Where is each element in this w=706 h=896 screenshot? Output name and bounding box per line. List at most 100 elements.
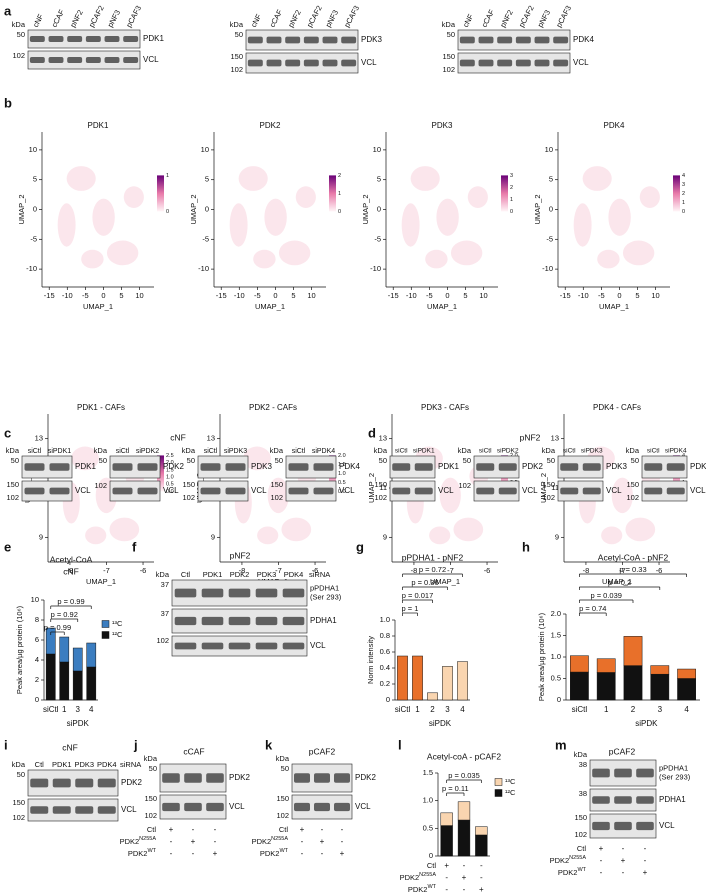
blot-panel xyxy=(457,29,571,51)
kda-label: kDa xyxy=(230,20,244,29)
kda-marker: 38 xyxy=(579,789,587,798)
band xyxy=(313,487,334,495)
band-label: PDK2 xyxy=(522,462,543,471)
bar xyxy=(427,692,438,701)
band-label: PDK2 xyxy=(121,778,142,787)
bar xyxy=(677,678,696,701)
band-label: PDK2 xyxy=(163,462,184,471)
lane-label: siCtl xyxy=(28,448,42,455)
x-axis-label: UMAP_1 xyxy=(430,577,460,586)
bar xyxy=(623,665,643,701)
x-tick-label: 5 xyxy=(291,291,295,300)
plot-title: PDK2 - CAFs xyxy=(249,403,297,412)
cell-cluster xyxy=(611,477,633,514)
y-tick-label: 10 xyxy=(545,145,553,154)
band xyxy=(560,463,579,471)
colorbar-label: 4 xyxy=(682,173,685,179)
colorbar-label: 1.5 xyxy=(166,467,174,473)
condition-mark: - xyxy=(214,825,217,834)
blot-panel xyxy=(27,798,119,822)
kda-marker: 102 xyxy=(182,493,195,502)
x-tick-label: 10 xyxy=(479,291,487,300)
kda-marker: 102 xyxy=(270,493,283,502)
band-label: VCL xyxy=(163,486,179,495)
band-label: VCL xyxy=(522,486,538,495)
y-axis-label: Peak area/µg protein (10⁶) xyxy=(15,605,24,694)
legend-label: ¹³C xyxy=(505,777,516,786)
kda-marker: 50 xyxy=(17,770,25,779)
kda-marker: 102 xyxy=(6,493,19,502)
band-label: PDK4 xyxy=(573,35,594,44)
colorbar xyxy=(157,455,164,492)
y-tick-label: 8 xyxy=(35,615,39,624)
y-tick-label: 1.0 xyxy=(380,615,390,624)
lane-label: cNF xyxy=(249,12,264,29)
x-tick-label: -5 xyxy=(254,291,261,300)
condition-mark: + xyxy=(169,825,174,834)
colorbar-label: 1 xyxy=(166,173,169,179)
condition-mark: - xyxy=(321,825,324,834)
x-axis-label: siPDK xyxy=(67,719,90,728)
bar xyxy=(623,636,643,666)
kda-marker: 50 xyxy=(99,456,107,465)
bar xyxy=(650,673,670,701)
band xyxy=(200,487,221,495)
band xyxy=(266,59,282,67)
condition-label: Ctl xyxy=(147,825,157,834)
bar xyxy=(45,653,56,701)
band xyxy=(137,487,158,495)
band xyxy=(314,773,330,783)
blot-panel xyxy=(21,480,73,502)
kda-label: kDa xyxy=(542,446,556,455)
condition-mark: - xyxy=(600,868,603,877)
y-tick-label: 0 xyxy=(549,204,553,213)
lane-label: pNF2 xyxy=(68,8,85,28)
x-tick-label: -10 xyxy=(578,291,589,300)
kda-label: kDa xyxy=(270,446,284,455)
bar xyxy=(475,826,488,836)
condition-name: PDK2 xyxy=(120,837,140,846)
blot-panel xyxy=(557,455,604,479)
kda-marker: 102 xyxy=(374,493,387,502)
band xyxy=(534,59,550,67)
band-label: PDK2 xyxy=(229,773,250,782)
x-tick-label: 0 xyxy=(101,291,105,300)
x-tick-label: -15 xyxy=(560,291,571,300)
legend-label: ¹²C xyxy=(505,788,516,797)
cell-cluster xyxy=(57,203,76,247)
condition-superscript: WT xyxy=(427,884,436,890)
condition-name: Ctl xyxy=(427,861,437,870)
bar xyxy=(45,627,56,655)
y-tick-label: 5 xyxy=(205,175,209,184)
band xyxy=(314,802,330,812)
band xyxy=(459,36,475,44)
lane-label: pNF3 xyxy=(106,8,123,28)
band xyxy=(24,487,45,495)
condition-mark: + xyxy=(462,873,467,882)
condition-superscript: N255A xyxy=(271,836,288,842)
blot-panel xyxy=(197,455,249,479)
condition-name: PDK2 xyxy=(128,849,148,858)
y-axis-label: Norm intensity xyxy=(366,636,375,684)
colorbar-label: 2.5 xyxy=(166,453,174,459)
band xyxy=(201,588,224,598)
band xyxy=(30,778,49,788)
band xyxy=(459,59,475,67)
condition-superscript: N255A xyxy=(419,872,436,878)
legend-label: ¹²C xyxy=(112,630,123,639)
kda-label: kDa xyxy=(94,446,108,455)
panel-letter: c xyxy=(4,425,11,440)
lane-label: cNF xyxy=(31,12,46,29)
band xyxy=(75,806,94,814)
band-label: VCL xyxy=(310,641,326,650)
x-tick-label: 5 xyxy=(635,291,639,300)
y-tick-label: 2 xyxy=(35,675,39,684)
x-tick-label: -15 xyxy=(44,291,55,300)
x-tick-label: 2 xyxy=(631,705,636,714)
kda-marker: 150 xyxy=(6,480,19,489)
y-axis-label: UMAP_2 xyxy=(189,194,198,224)
cell-cluster xyxy=(450,240,483,266)
y-tick-label: 11 xyxy=(551,483,559,492)
y-tick-label: 9 xyxy=(39,532,43,541)
p-value: p = 0.99 xyxy=(57,597,84,606)
